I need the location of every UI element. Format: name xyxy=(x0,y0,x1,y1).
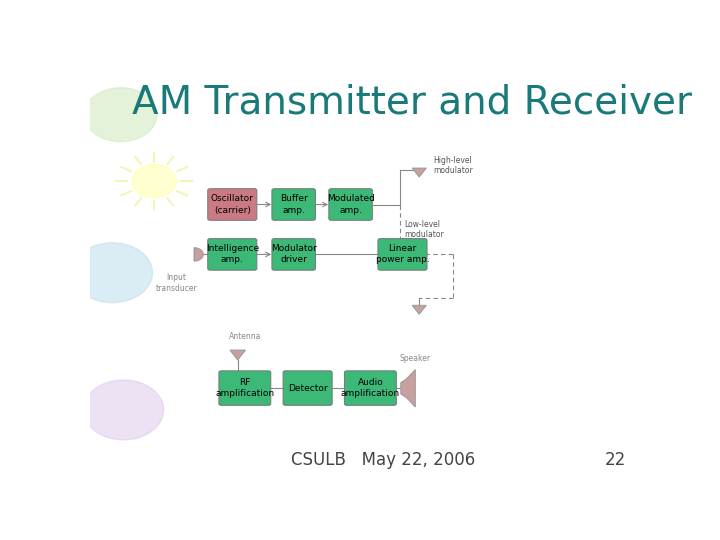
FancyBboxPatch shape xyxy=(208,239,257,270)
Text: AM Transmitter and Receiver: AM Transmitter and Receiver xyxy=(132,84,692,122)
Text: Intelligence
amp.: Intelligence amp. xyxy=(206,245,259,265)
Polygon shape xyxy=(194,248,203,261)
FancyBboxPatch shape xyxy=(344,371,396,406)
Text: RF
amplification: RF amplification xyxy=(215,378,274,398)
Text: Low-level
modulator: Low-level modulator xyxy=(404,220,444,239)
Text: Buffer
amp.: Buffer amp. xyxy=(280,194,307,214)
FancyBboxPatch shape xyxy=(219,371,271,406)
Text: Linear
power amp.: Linear power amp. xyxy=(376,245,429,265)
FancyBboxPatch shape xyxy=(208,188,257,220)
Circle shape xyxy=(132,165,176,198)
Text: Antenna: Antenna xyxy=(230,332,262,341)
Text: Modulated
amp.: Modulated amp. xyxy=(327,194,374,214)
Text: Modulator
driver: Modulator driver xyxy=(271,245,317,265)
Polygon shape xyxy=(401,369,415,407)
FancyBboxPatch shape xyxy=(272,188,315,220)
FancyBboxPatch shape xyxy=(283,371,332,406)
Text: Detector: Detector xyxy=(288,383,328,393)
Circle shape xyxy=(72,243,153,302)
Polygon shape xyxy=(412,305,426,314)
Polygon shape xyxy=(230,350,246,360)
Circle shape xyxy=(84,380,163,440)
Text: CSULB   May 22, 2006: CSULB May 22, 2006 xyxy=(291,451,475,469)
Text: High-level
modulator: High-level modulator xyxy=(433,156,473,175)
Circle shape xyxy=(84,87,157,141)
Text: Audio
amplification: Audio amplification xyxy=(341,378,400,398)
Polygon shape xyxy=(412,168,426,177)
FancyBboxPatch shape xyxy=(272,239,315,270)
Text: Input
transducer: Input transducer xyxy=(156,273,197,293)
FancyBboxPatch shape xyxy=(329,188,372,220)
Text: 22: 22 xyxy=(604,451,626,469)
FancyBboxPatch shape xyxy=(378,239,427,270)
Text: Oscillator
(carrier): Oscillator (carrier) xyxy=(211,194,253,214)
Text: Speaker: Speaker xyxy=(399,354,431,363)
